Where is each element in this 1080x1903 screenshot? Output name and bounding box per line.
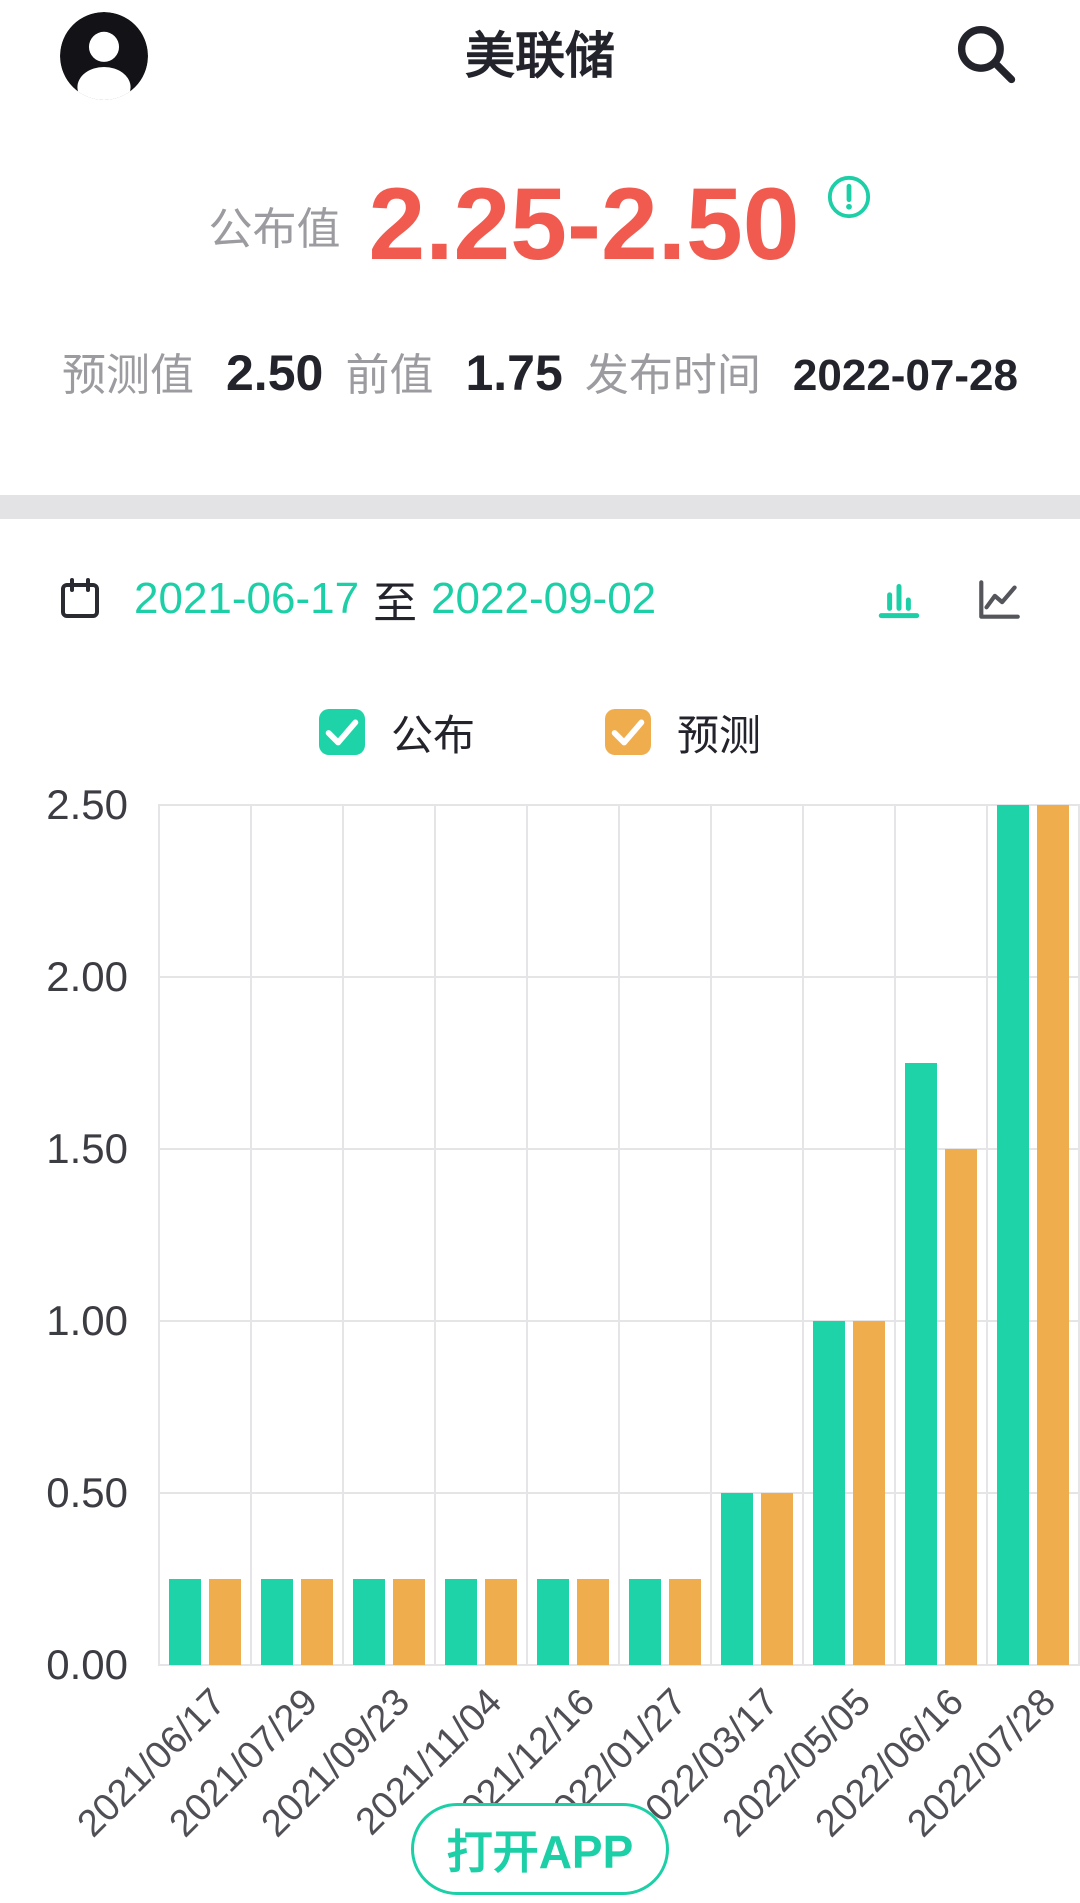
chart: 2.50 2.00 1.50 1.00 0.50 0.00 2021/06/17 2021/… [0, 781, 1080, 1869]
bar-forecast[interactable] [853, 1321, 885, 1666]
search-button[interactable] [952, 20, 1020, 88]
search-icon [957, 25, 1016, 84]
forecast-value: 2.50 [226, 345, 324, 402]
chart-y-axis: 2.50 2.00 1.50 1.00 0.50 0.00 [0, 781, 128, 1688]
bar-forecast[interactable] [485, 1579, 517, 1666]
forecast-stat: 预测值 2.50 [62, 339, 323, 403]
announced-value: 2.25-2.50 [368, 167, 800, 281]
chart-plot [158, 804, 1080, 1667]
chart-column-2021/12/16[interactable] [526, 805, 618, 1666]
bar-announced[interactable] [813, 1321, 845, 1666]
bar-announced[interactable] [169, 1579, 201, 1666]
alert-icon [827, 175, 870, 219]
section-divider [0, 495, 1080, 520]
legend-item-announced[interactable]: 公布 [318, 709, 475, 759]
bar-forecast[interactable] [761, 1493, 793, 1666]
range-separator: 至 [373, 579, 418, 629]
bar-announced[interactable] [997, 805, 1029, 1666]
bar-announced[interactable] [537, 1579, 569, 1666]
gridline [158, 1664, 1080, 1667]
bar-announced[interactable] [905, 1063, 937, 1666]
legend-checkbox-icon [605, 709, 651, 756]
chart-column-2021/06/17[interactable] [158, 805, 250, 1666]
chart-column-2022/05/05[interactable] [802, 805, 894, 1666]
chart-column-2022/07/28[interactable] [986, 805, 1078, 1666]
calendar-icon [61, 578, 99, 619]
y-axis-tick: 2.00 [46, 953, 128, 1001]
calendar-button[interactable] [56, 575, 104, 623]
open-app-button[interactable]: 打开APP [411, 1803, 669, 1895]
y-axis-tick: 0.00 [46, 1641, 128, 1689]
release-label: 发布时间 [584, 351, 761, 401]
bar-announced[interactable] [353, 1579, 385, 1666]
line-chart-toggle[interactable] [974, 574, 1024, 624]
chart-column-2021/11/04[interactable] [434, 805, 526, 1666]
legend-checkbox-icon [318, 709, 365, 756]
person-icon [60, 12, 148, 100]
previous-stat: 前值 1.75 [345, 339, 562, 403]
bar-announced[interactable] [629, 1579, 661, 1666]
chart-column-2022/06/16[interactable] [894, 805, 986, 1666]
bar-chart-icon [878, 584, 920, 619]
release-date: 2022-07-28 [792, 351, 1018, 401]
bar-forecast[interactable] [577, 1579, 609, 1666]
info-button[interactable] [826, 174, 872, 220]
legend-item-forecast[interactable]: 预测 [605, 709, 761, 759]
bar-forecast[interactable] [209, 1579, 241, 1666]
bar-announced[interactable] [261, 1579, 293, 1666]
bar-forecast[interactable] [669, 1579, 701, 1666]
legend-label: 预测 [677, 711, 762, 759]
bar-forecast[interactable] [393, 1579, 425, 1666]
bar-forecast[interactable] [301, 1579, 333, 1666]
y-axis-tick: 2.50 [46, 781, 128, 829]
chart-column-2022/03/17[interactable] [710, 805, 802, 1666]
bar-announced[interactable] [445, 1579, 477, 1666]
avatar[interactable] [60, 12, 148, 100]
forecast-label: 预测值 [62, 351, 194, 401]
y-axis-tick: 1.50 [46, 1125, 128, 1173]
announced-label: 公布值 [208, 204, 341, 254]
stats-row: 预测值 2.50 前值 1.75 发布时间 2022-07-28 [0, 339, 1080, 403]
date-range-row: 2021-06-17 至 2022-09-02 [0, 573, 1080, 628]
y-axis-tick: 1.00 [46, 1297, 128, 1345]
legend-label: 公布 [390, 711, 475, 759]
date-range-text[interactable]: 2021-06-17 至 2022-09-02 [134, 567, 656, 631]
release-stat: 发布时间 2022-07-28 [585, 339, 1018, 403]
y-axis-tick: 0.50 [46, 1469, 128, 1517]
chart-column-2021/07/29[interactable] [250, 805, 342, 1666]
chart-legend: 公布 预测 [0, 709, 1080, 759]
announced-section: 公布值 2.25-2.50 [0, 166, 1080, 283]
range-start[interactable]: 2021-06-17 [134, 574, 360, 624]
chart-columns [158, 805, 1080, 1666]
previous-value: 1.75 [465, 345, 563, 402]
bar-forecast[interactable] [1037, 805, 1069, 1666]
line-chart-icon [979, 580, 1020, 620]
bar-forecast[interactable] [945, 1149, 977, 1666]
range-end[interactable]: 2022-09-02 [431, 574, 657, 624]
previous-label: 前值 [345, 351, 434, 401]
chart-column-2022/01/27[interactable] [618, 805, 710, 1666]
chart-column-2021/09/23[interactable] [342, 805, 434, 1666]
header: 美联储 [0, 0, 1080, 112]
bar-announced[interactable] [721, 1493, 753, 1666]
bar-chart-toggle[interactable] [874, 574, 924, 624]
page-title: 美联储 [465, 28, 615, 84]
